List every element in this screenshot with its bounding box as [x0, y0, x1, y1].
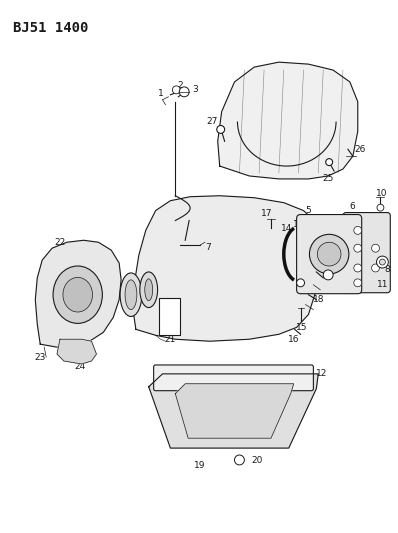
Ellipse shape: [145, 279, 153, 301]
Text: 3: 3: [192, 85, 198, 94]
FancyBboxPatch shape: [297, 215, 362, 294]
Polygon shape: [149, 374, 318, 448]
Circle shape: [354, 264, 362, 272]
Text: 15: 15: [296, 323, 307, 332]
Text: 11: 11: [377, 280, 388, 289]
Polygon shape: [57, 339, 96, 364]
Text: 22: 22: [55, 238, 66, 247]
Text: 26: 26: [354, 145, 365, 154]
Text: 23: 23: [35, 352, 46, 361]
Circle shape: [377, 204, 384, 211]
Circle shape: [372, 244, 379, 252]
Bar: [158, 297, 180, 335]
Circle shape: [323, 270, 333, 280]
Circle shape: [317, 243, 341, 266]
Polygon shape: [176, 384, 294, 438]
FancyBboxPatch shape: [343, 213, 390, 293]
Text: 28: 28: [295, 271, 306, 280]
Circle shape: [309, 235, 349, 274]
Text: 29: 29: [332, 265, 344, 274]
Text: 10: 10: [376, 189, 387, 198]
Ellipse shape: [53, 266, 102, 324]
Text: BJ51 1400: BJ51 1400: [13, 21, 88, 35]
Text: 12: 12: [316, 369, 328, 378]
Circle shape: [326, 159, 333, 166]
Ellipse shape: [63, 277, 92, 312]
Text: 6: 6: [349, 202, 355, 211]
Text: 20: 20: [252, 456, 263, 465]
Circle shape: [354, 244, 362, 252]
Circle shape: [297, 279, 304, 287]
FancyBboxPatch shape: [154, 365, 313, 391]
Ellipse shape: [125, 280, 137, 310]
Circle shape: [234, 455, 244, 465]
Circle shape: [354, 227, 362, 235]
Circle shape: [372, 264, 379, 272]
Circle shape: [217, 125, 224, 133]
Circle shape: [179, 87, 189, 97]
Text: 14: 14: [281, 224, 293, 233]
Text: 16: 16: [288, 335, 299, 344]
Text: 18: 18: [312, 295, 324, 304]
Text: 8: 8: [384, 265, 390, 274]
Text: 11: 11: [293, 220, 304, 229]
Polygon shape: [218, 62, 358, 179]
Text: 25: 25: [322, 174, 334, 183]
Circle shape: [377, 256, 388, 268]
Text: 27: 27: [206, 117, 217, 126]
Text: 19: 19: [194, 462, 206, 471]
Circle shape: [172, 86, 180, 94]
Text: 13: 13: [318, 265, 329, 274]
Text: 7: 7: [205, 243, 211, 252]
Text: 21: 21: [165, 335, 176, 344]
Text: 4: 4: [161, 325, 166, 334]
Text: 1: 1: [158, 90, 164, 98]
Circle shape: [354, 279, 362, 287]
Polygon shape: [133, 196, 321, 341]
Text: 5: 5: [306, 206, 311, 215]
Ellipse shape: [120, 273, 142, 317]
Circle shape: [379, 259, 385, 265]
Polygon shape: [35, 240, 121, 347]
Ellipse shape: [140, 272, 158, 308]
Text: 24: 24: [74, 362, 85, 372]
Text: 17: 17: [261, 209, 273, 218]
Text: 2: 2: [178, 82, 183, 91]
